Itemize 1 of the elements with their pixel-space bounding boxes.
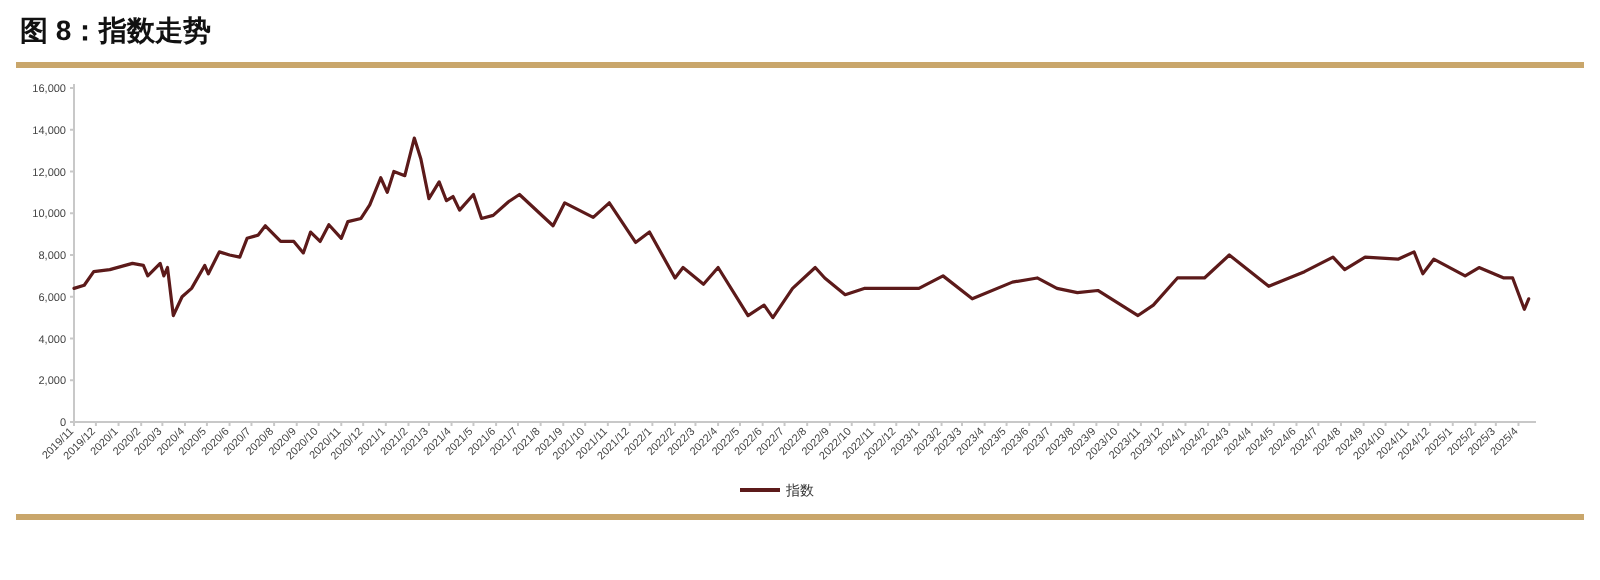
chart-title: 图 8：指数走势 [20,14,212,46]
